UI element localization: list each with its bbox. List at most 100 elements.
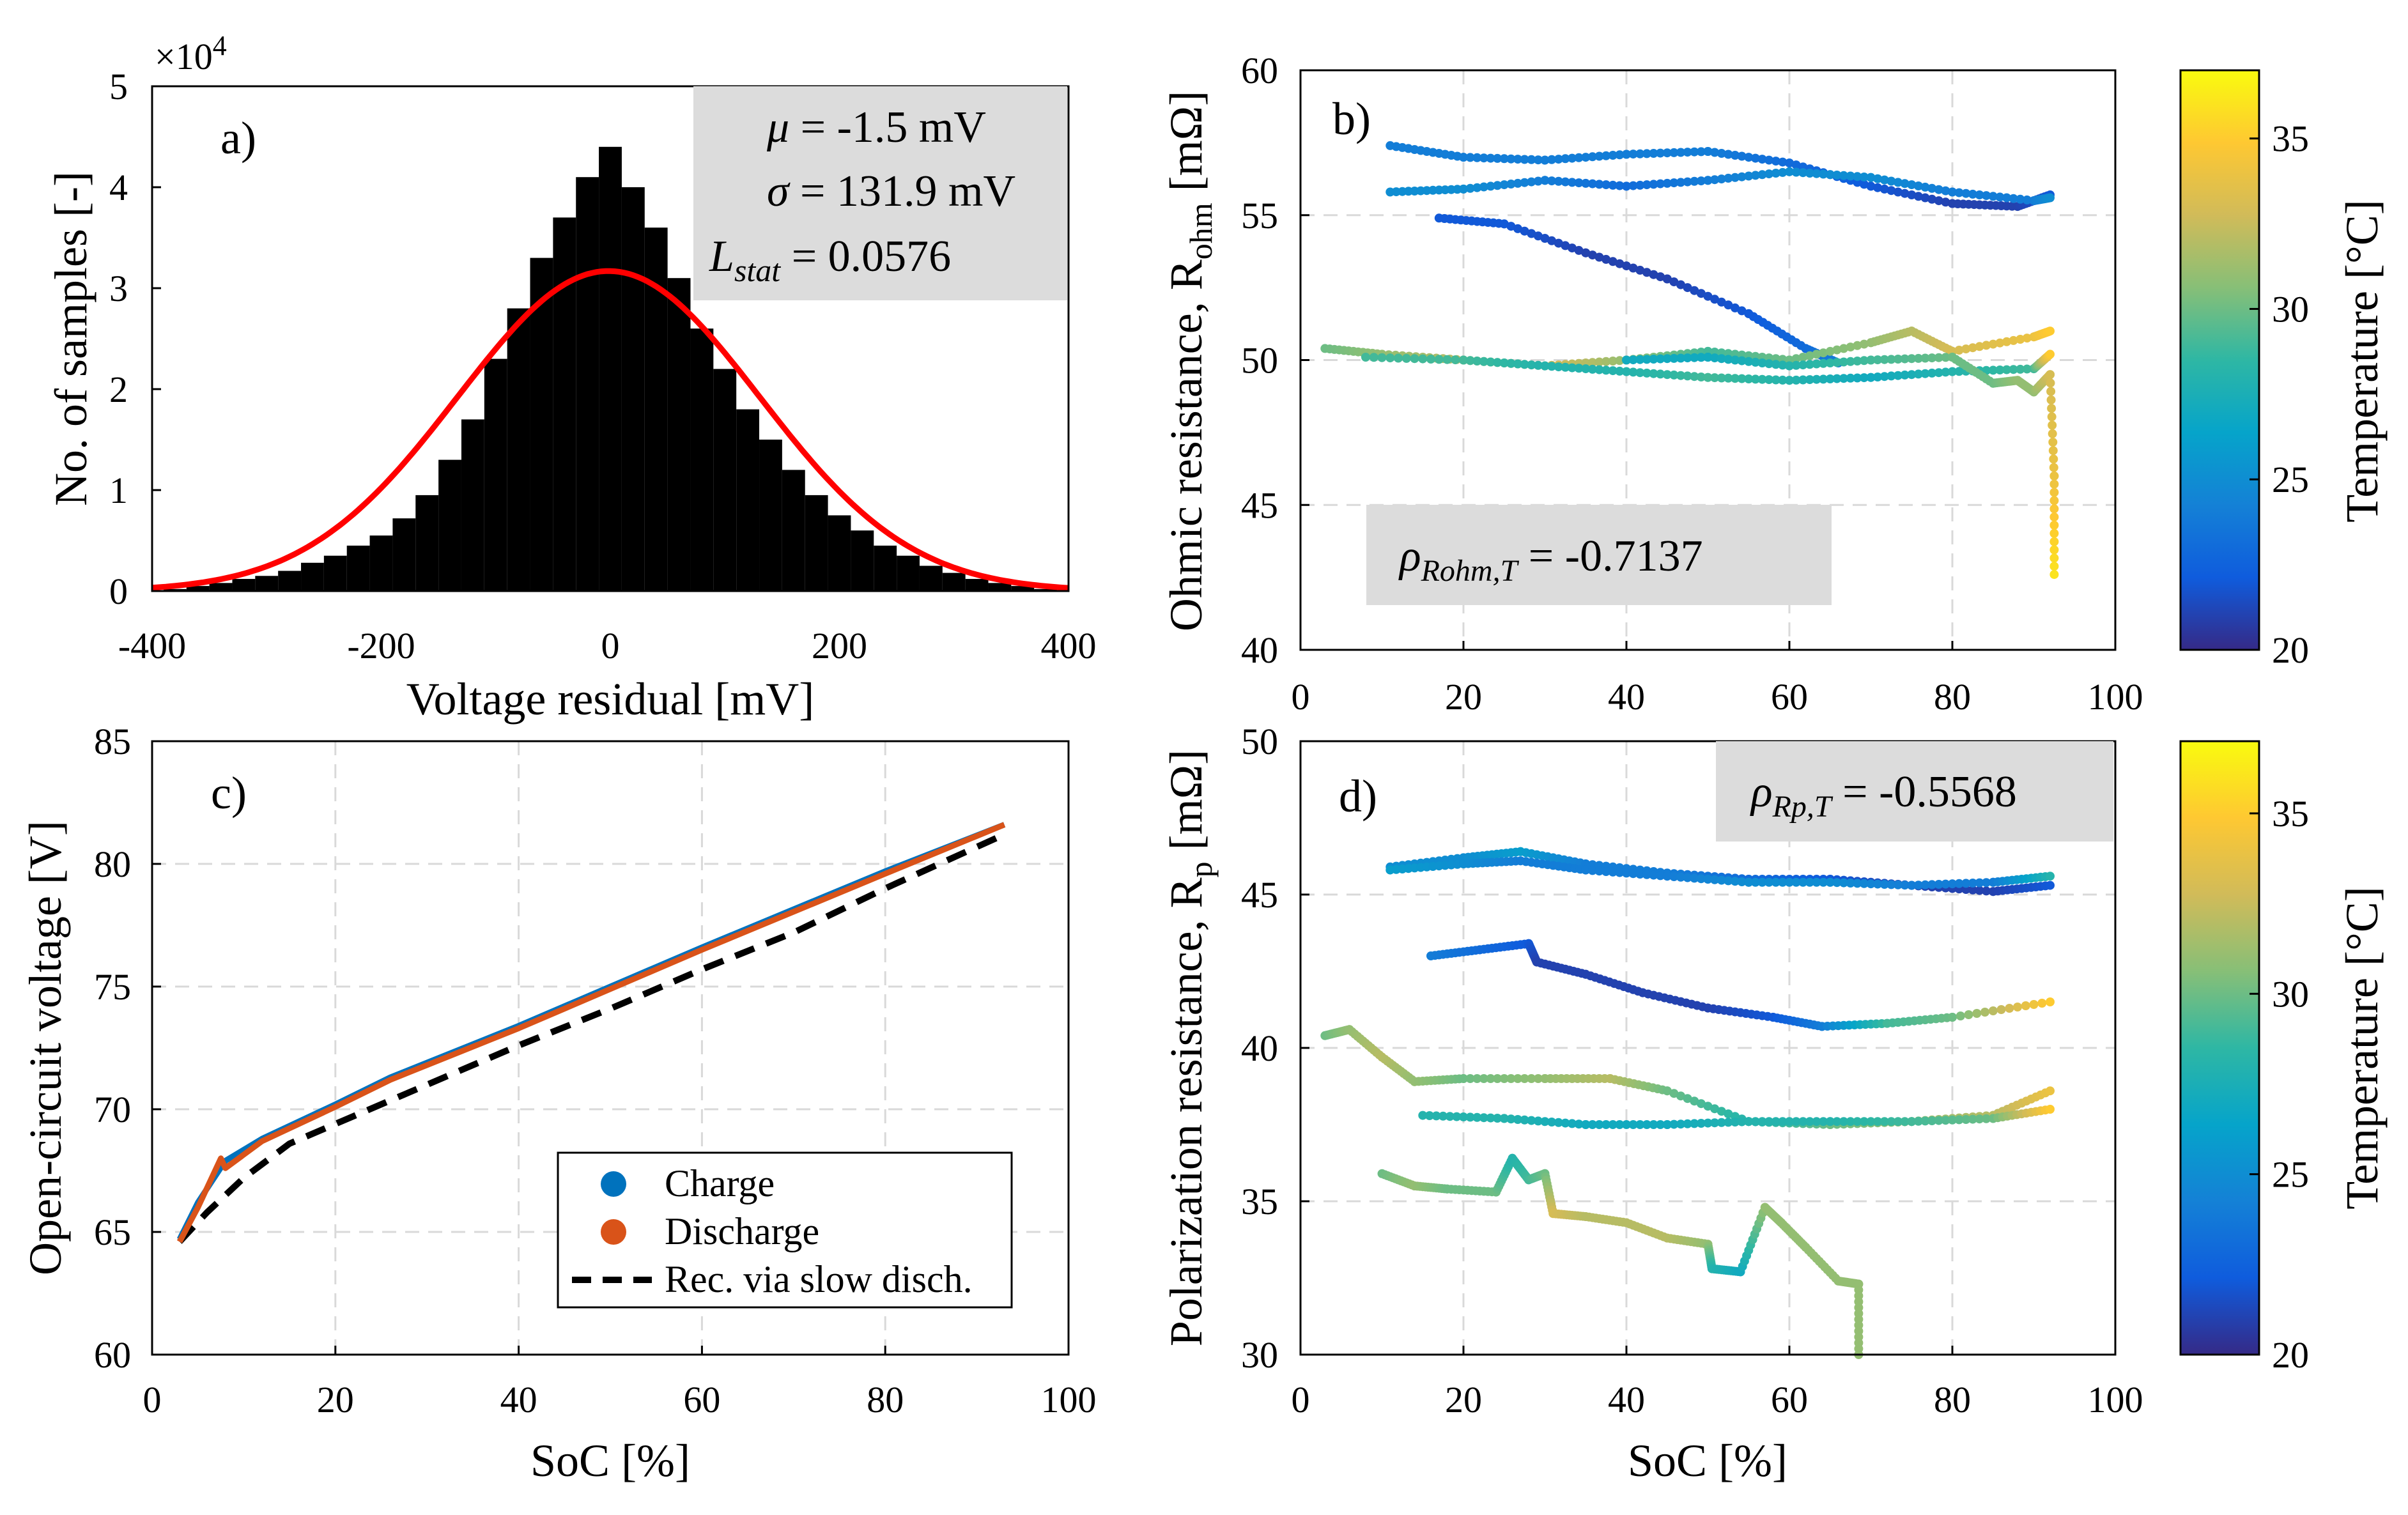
- b-scatter-point: [2046, 327, 2055, 336]
- b-scatter-point: [1982, 191, 1991, 201]
- histogram-bar: [621, 187, 645, 591]
- panel-b-rho: ρRohm,T = -0.7137: [1398, 532, 1703, 588]
- b-scatter-point: [1894, 187, 1902, 197]
- b-scatter-point: [1798, 353, 1808, 362]
- b-scatter-point: [1628, 355, 1638, 365]
- b-scatter-point: [1866, 173, 1876, 182]
- b-scatter-point: [1853, 357, 1862, 365]
- b-scatter-point: [1750, 171, 1760, 180]
- d-y-tick-label: 40: [1241, 1027, 1278, 1069]
- b-scatter-point: [1907, 370, 1917, 380]
- d-scatter-point: [1635, 870, 1645, 879]
- b-scatter-point: [2016, 364, 2025, 374]
- c-y-tick-label: 70: [94, 1089, 131, 1130]
- d-scatter-point: [1907, 1117, 1917, 1127]
- panel-b-ylabel-main: Ohmic resistance, R: [1161, 259, 1212, 631]
- b-scatter-point: [1825, 170, 1835, 180]
- b-scatter-point: [1825, 358, 1835, 367]
- d-scatter-point: [1669, 872, 1679, 881]
- b-scatter-point: [1791, 360, 1801, 370]
- d-scatter-point: [1499, 1074, 1509, 1083]
- d-scatter-point: [1964, 1010, 1973, 1019]
- b-scatter-point: [1873, 174, 1883, 183]
- d-scatter-point: [1506, 1074, 1516, 1083]
- reference-line: [177, 831, 1006, 1244]
- b-scatter-point: [2022, 334, 2032, 343]
- c-y-tick-label: 80: [94, 843, 131, 885]
- d-scatter-point: [1717, 875, 1726, 885]
- c-x-tick-label: 40: [500, 1379, 537, 1420]
- a-x-tick-label: 400: [1041, 625, 1097, 666]
- b-scatter-point: [1887, 176, 1896, 186]
- d-scatter-point: [1832, 878, 1842, 888]
- b-scatter-point: [1434, 355, 1444, 364]
- d-scatter-point: [1920, 1116, 1930, 1126]
- c-y-tick-label: 75: [94, 966, 131, 1008]
- d-x-tick-label: 60: [1771, 1379, 1808, 1420]
- d-scatter-point: [1961, 885, 1971, 894]
- b-scatter-point: [1941, 367, 1950, 377]
- discharge-line: [177, 822, 1006, 1243]
- b-scatter-point: [1832, 374, 1842, 383]
- d-scatter-point: [1608, 1120, 1617, 1129]
- b-scatter-point: [1934, 185, 1943, 194]
- b-scatter-point: [2049, 504, 2059, 514]
- b-scatter-point: [1859, 339, 1869, 349]
- b-scatter-point: [1737, 172, 1747, 181]
- d-scatter-point: [1513, 1115, 1522, 1124]
- panel-b-x-ticks: 0 20 40 60 80 100: [1292, 641, 2143, 718]
- b-scatter-point: [1954, 346, 1964, 355]
- b-scatter-point: [1859, 373, 1869, 383]
- panel-b: 0 20 40 60 80 100 40 45 50 55 60 Ohmic resistance…: [1161, 50, 2388, 718]
- b-scatter-point: [1513, 155, 1522, 164]
- b-scatter-point: [1547, 362, 1557, 371]
- d-scatter-point: [1737, 877, 1747, 886]
- b-scatter-point: [2049, 488, 2059, 497]
- histogram-bar: [346, 545, 370, 591]
- b-scatter-point: [1676, 371, 1685, 380]
- rho-subscript: Rohm,T: [1421, 554, 1520, 588]
- b-colorbar-tick-label: 30: [2272, 288, 2309, 330]
- b-scatter-point: [1791, 167, 1801, 177]
- b-scatter-point: [2049, 471, 2059, 481]
- b-colorbar-tick-label: 25: [2272, 459, 2309, 500]
- b-scatter-point: [1472, 183, 1482, 192]
- b-scatter-point: [1479, 153, 1488, 163]
- histogram-bar: [278, 571, 302, 591]
- b-scatter-point: [1791, 160, 1801, 170]
- d-colorbar-tick-label: 20: [2272, 1334, 2309, 1376]
- histogram-bar: [782, 470, 805, 591]
- d-scatter-point: [1731, 877, 1740, 886]
- b-scatter-point: [1513, 224, 1522, 233]
- b-scatter-point: [1656, 272, 1665, 282]
- panel-c-y-axis-label: Open-circuit voltage [V]: [20, 820, 71, 1275]
- panel-b-colorbar-gradient: [2179, 69, 2260, 651]
- b-scatter-point: [1941, 186, 1950, 196]
- d-scatter-point: [1825, 1117, 1835, 1127]
- lstat-subscript: stat: [734, 252, 781, 288]
- panel-d-y-axis-label: Polarization resistance, Rp [mΩ]: [1161, 750, 1219, 1346]
- b-scatter-point: [1615, 366, 1625, 376]
- d-scatter-point: [1662, 1120, 1672, 1129]
- b-scatter-point: [2049, 562, 2059, 571]
- b-scatter-point: [1757, 155, 1767, 164]
- panel-c-y-ticks: 60 65 70 75 80 85: [94, 721, 161, 1376]
- c-y-tick-label: 60: [94, 1334, 131, 1376]
- c-x-tick-label: 0: [143, 1379, 162, 1420]
- b-scatter-point: [1954, 188, 1964, 197]
- d-scatter-point: [1975, 1114, 1984, 1124]
- b-scatter-point: [1731, 151, 1740, 160]
- sigma-symbol: σ: [767, 167, 791, 216]
- b-scatter-point: [1465, 356, 1475, 365]
- b-scatter-point: [1717, 174, 1726, 184]
- panel-c-x-ticks: 0 20 40 60 80 100: [143, 1346, 1097, 1420]
- b-scatter-point: [1635, 368, 1645, 378]
- d-scatter-point: [1988, 1006, 1998, 1015]
- d-scatter-point: [2046, 881, 2055, 890]
- b-scatter-point: [1690, 147, 1699, 157]
- d-scatter-point: [1520, 1074, 1529, 1083]
- d-scatter-point: [1656, 1120, 1665, 1129]
- b-scatter-point: [2046, 387, 2056, 396]
- b-scatter-point: [2002, 193, 2011, 203]
- mu-symbol: μ: [766, 103, 789, 152]
